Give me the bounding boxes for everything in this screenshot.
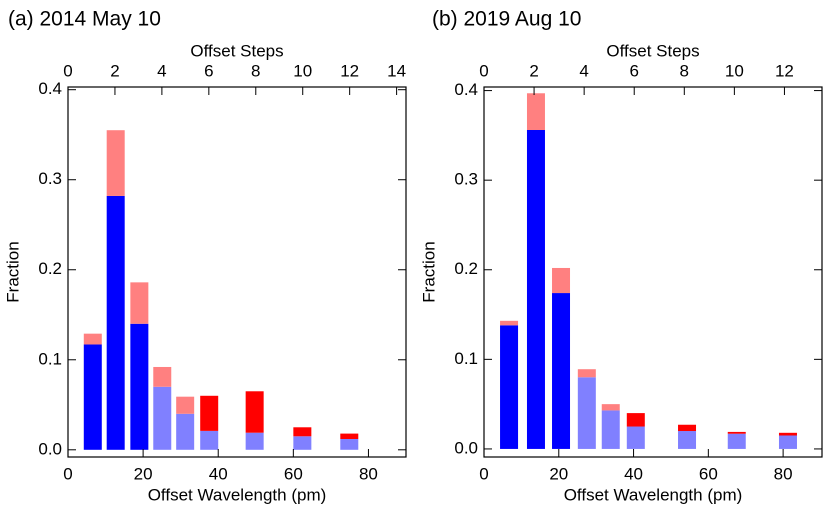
bar-segment xyxy=(678,424,697,432)
bar-segment xyxy=(200,430,219,450)
bar-segment xyxy=(727,433,746,449)
x-tick-label: 0 xyxy=(479,464,488,483)
x2-tick-label: 4 xyxy=(157,61,166,80)
bar-segment xyxy=(500,320,519,326)
bar-segment xyxy=(83,333,102,345)
bar-segment xyxy=(526,93,545,131)
bar-segment xyxy=(601,404,620,411)
bar-segment xyxy=(626,426,645,449)
bar-segment xyxy=(340,438,359,450)
y-tick-label: 0.1 xyxy=(454,349,478,368)
x2-tick-label: 10 xyxy=(725,61,744,80)
y-tick-label: 0.4 xyxy=(454,80,478,99)
y-axis-label: Fraction xyxy=(3,241,22,302)
bar-segment xyxy=(626,413,645,427)
bar-segment xyxy=(577,369,596,378)
x-axis-label: Offset Wavelength (pm) xyxy=(564,485,743,504)
x2-tick-label: 14 xyxy=(387,61,406,80)
x2-tick-label: 2 xyxy=(110,61,119,80)
bar-segment xyxy=(176,396,195,414)
bar-segment xyxy=(340,433,359,439)
bar-segment xyxy=(293,427,312,437)
x2-tick-label: 6 xyxy=(204,61,213,80)
bar-segment xyxy=(778,435,797,449)
x2-tick-label: 4 xyxy=(579,61,588,80)
x2-tick-label: 8 xyxy=(680,61,689,80)
y-tick-label: 0.4 xyxy=(38,79,62,98)
x-tick-label: 80 xyxy=(774,464,793,483)
bar-segment xyxy=(778,432,797,436)
x-tick-label: 0 xyxy=(63,464,72,483)
x-tick-label: 80 xyxy=(359,464,378,483)
x2-tick-label: 2 xyxy=(529,61,538,80)
bar-segment xyxy=(130,323,149,450)
x-tick-label: 60 xyxy=(284,464,303,483)
panel-title: (b) 2019 Aug 10 xyxy=(432,8,581,31)
x2-tick-label: 8 xyxy=(251,61,260,80)
x2-axis-label: Offset Steps xyxy=(606,41,699,60)
y-tick-label: 0.1 xyxy=(38,349,62,368)
bar-segment xyxy=(526,130,545,449)
x2-tick-label: 12 xyxy=(775,61,794,80)
bar-segment xyxy=(601,410,620,449)
x2-tick-label: 6 xyxy=(629,61,638,80)
x2-tick-label: 10 xyxy=(293,61,312,80)
bar-segment xyxy=(245,391,264,433)
x2-tick-label: 0 xyxy=(479,61,488,80)
plot-frame xyxy=(483,86,823,458)
x-tick-label: 20 xyxy=(549,464,568,483)
x-axis-label: Offset Wavelength (pm) xyxy=(148,485,327,504)
y-tick-label: 0.2 xyxy=(38,259,62,278)
bar-segment xyxy=(153,366,172,387)
y-tick-label: 0.3 xyxy=(454,170,478,189)
bar-segment xyxy=(500,325,519,449)
y-tick-label: 0.3 xyxy=(38,169,62,188)
bar-segment xyxy=(293,436,312,450)
x-tick-label: 60 xyxy=(699,464,718,483)
x-tick-label: 40 xyxy=(209,464,228,483)
bar-segment xyxy=(552,293,571,449)
x-tick-label: 20 xyxy=(134,464,153,483)
bar-segment xyxy=(727,431,746,434)
x2-axis-label: Offset Steps xyxy=(190,41,283,60)
bar-segment xyxy=(200,395,219,431)
bar-segment xyxy=(577,377,596,449)
bar-segment xyxy=(153,386,172,450)
bar-segment xyxy=(106,130,125,196)
bar-segment xyxy=(176,413,195,450)
y-axis-label: Fraction xyxy=(419,241,438,302)
bar-segment xyxy=(130,282,149,324)
y-tick-label: 0.2 xyxy=(454,259,478,278)
y-tick-label: 0.0 xyxy=(38,439,62,458)
bar-segment xyxy=(83,344,102,450)
x2-tick-label: 12 xyxy=(340,61,359,80)
bar-segment xyxy=(552,267,571,294)
plot-frame xyxy=(67,86,407,458)
bar-segment xyxy=(678,431,697,449)
panel-title: (a) 2014 May 10 xyxy=(8,8,161,31)
y-tick-label: 0.0 xyxy=(454,438,478,457)
bar-segment xyxy=(245,432,264,450)
bar-segment xyxy=(106,195,125,450)
x2-tick-label: 0 xyxy=(63,61,72,80)
x-tick-label: 40 xyxy=(624,464,643,483)
